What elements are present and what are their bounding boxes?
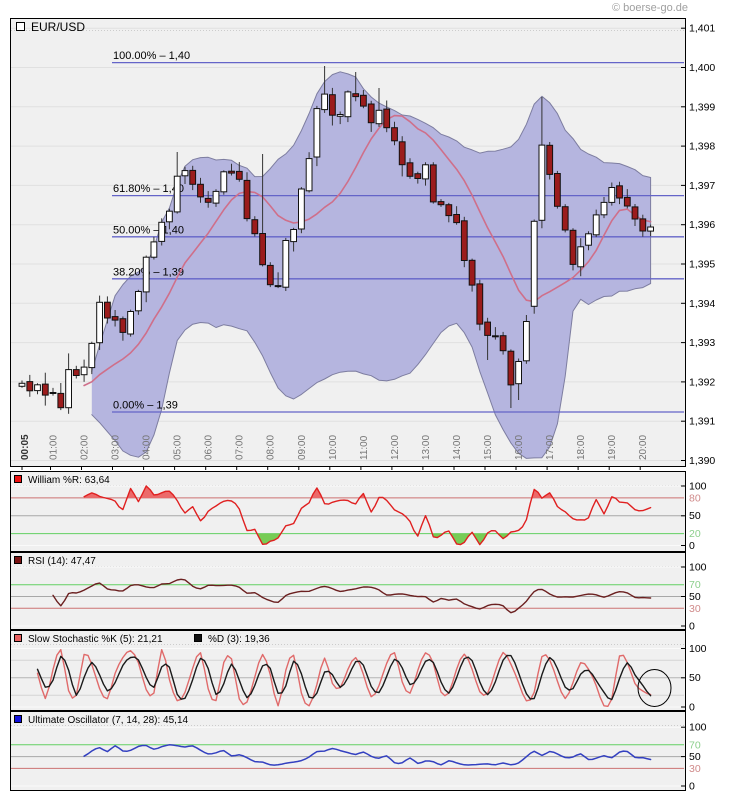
svg-text:0: 0 — [689, 702, 695, 714]
svg-text:1,398: 1,398 — [689, 141, 715, 153]
svg-text:50: 50 — [689, 591, 701, 603]
svg-text:0: 0 — [689, 621, 695, 633]
svg-text:1,395: 1,395 — [689, 259, 715, 271]
svg-text:Ultimate Oscillator (7, 14, 28: Ultimate Oscillator (7, 14, 28): 45,14 — [28, 715, 189, 726]
svg-text:19:00: 19:00 — [607, 435, 618, 460]
svg-text:07:00: 07:00 — [235, 435, 246, 460]
svg-text:1,399: 1,399 — [689, 101, 715, 113]
svg-text:1,391: 1,391 — [689, 416, 715, 428]
svg-text:1,394: 1,394 — [689, 298, 715, 310]
svg-text:14:00: 14:00 — [452, 435, 463, 460]
svg-text:100.00% – 1,40: 100.00% – 1,40 — [113, 50, 190, 62]
svg-text:70: 70 — [689, 739, 701, 751]
svg-text:0: 0 — [689, 540, 695, 552]
svg-text:RSI (14): 47,47: RSI (14): 47,47 — [28, 556, 96, 567]
svg-text:© boerse-go.de: © boerse-go.de — [612, 2, 688, 14]
svg-text:100: 100 — [689, 643, 707, 655]
svg-text:100: 100 — [689, 481, 707, 493]
svg-text:0.00% – 1,39: 0.00% – 1,39 — [113, 400, 178, 412]
svg-text:%D (3): 19,36: %D (3): 19,36 — [208, 634, 270, 645]
svg-text:30: 30 — [689, 603, 701, 615]
svg-text:09:00: 09:00 — [297, 435, 308, 460]
svg-text:20:00: 20:00 — [638, 435, 649, 460]
svg-text:04:00: 04:00 — [142, 435, 153, 460]
svg-text:50: 50 — [689, 751, 701, 763]
svg-text:1,401: 1,401 — [689, 23, 715, 35]
svg-text:100: 100 — [689, 722, 707, 734]
svg-text:61.80% – 1,40: 61.80% – 1,40 — [113, 183, 184, 195]
svg-text:17:00: 17:00 — [545, 435, 556, 460]
svg-text:30: 30 — [689, 763, 701, 775]
svg-text:12:00: 12:00 — [390, 435, 401, 460]
svg-text:01:00: 01:00 — [49, 435, 60, 460]
svg-text:50.00% – 1,40: 50.00% – 1,40 — [113, 224, 184, 236]
svg-text:0: 0 — [689, 781, 695, 793]
svg-text:11:00: 11:00 — [359, 435, 370, 460]
svg-text:70: 70 — [689, 579, 701, 591]
svg-text:03:00: 03:00 — [111, 435, 122, 460]
svg-text:1,400: 1,400 — [689, 62, 715, 74]
svg-text:15:00: 15:00 — [483, 435, 494, 460]
svg-text:Slow Stochastic %K (5): 21,21: Slow Stochastic %K (5): 21,21 — [28, 634, 163, 645]
svg-text:EUR/USD: EUR/USD — [31, 20, 85, 34]
svg-text:16:00: 16:00 — [514, 435, 525, 460]
svg-text:50: 50 — [689, 672, 701, 684]
svg-text:06:00: 06:00 — [204, 435, 215, 460]
svg-text:1,392: 1,392 — [689, 376, 715, 388]
svg-text:100: 100 — [689, 562, 707, 574]
svg-text:1,390: 1,390 — [689, 455, 715, 467]
svg-text:50: 50 — [689, 510, 701, 522]
svg-text:1,397: 1,397 — [689, 180, 715, 192]
svg-text:William %R: 63,64: William %R: 63,64 — [28, 475, 110, 486]
svg-text:10:00: 10:00 — [328, 435, 339, 460]
svg-text:00:05: 00:05 — [20, 434, 31, 460]
svg-text:08:00: 08:00 — [266, 435, 277, 460]
svg-text:05:00: 05:00 — [173, 435, 184, 460]
svg-text:02:00: 02:00 — [80, 435, 91, 460]
svg-text:1,393: 1,393 — [689, 337, 715, 349]
svg-text:18:00: 18:00 — [576, 435, 587, 460]
svg-text:1,396: 1,396 — [689, 219, 715, 231]
svg-text:13:00: 13:00 — [421, 435, 432, 460]
svg-text:20: 20 — [689, 528, 701, 540]
svg-text:80: 80 — [689, 492, 701, 504]
